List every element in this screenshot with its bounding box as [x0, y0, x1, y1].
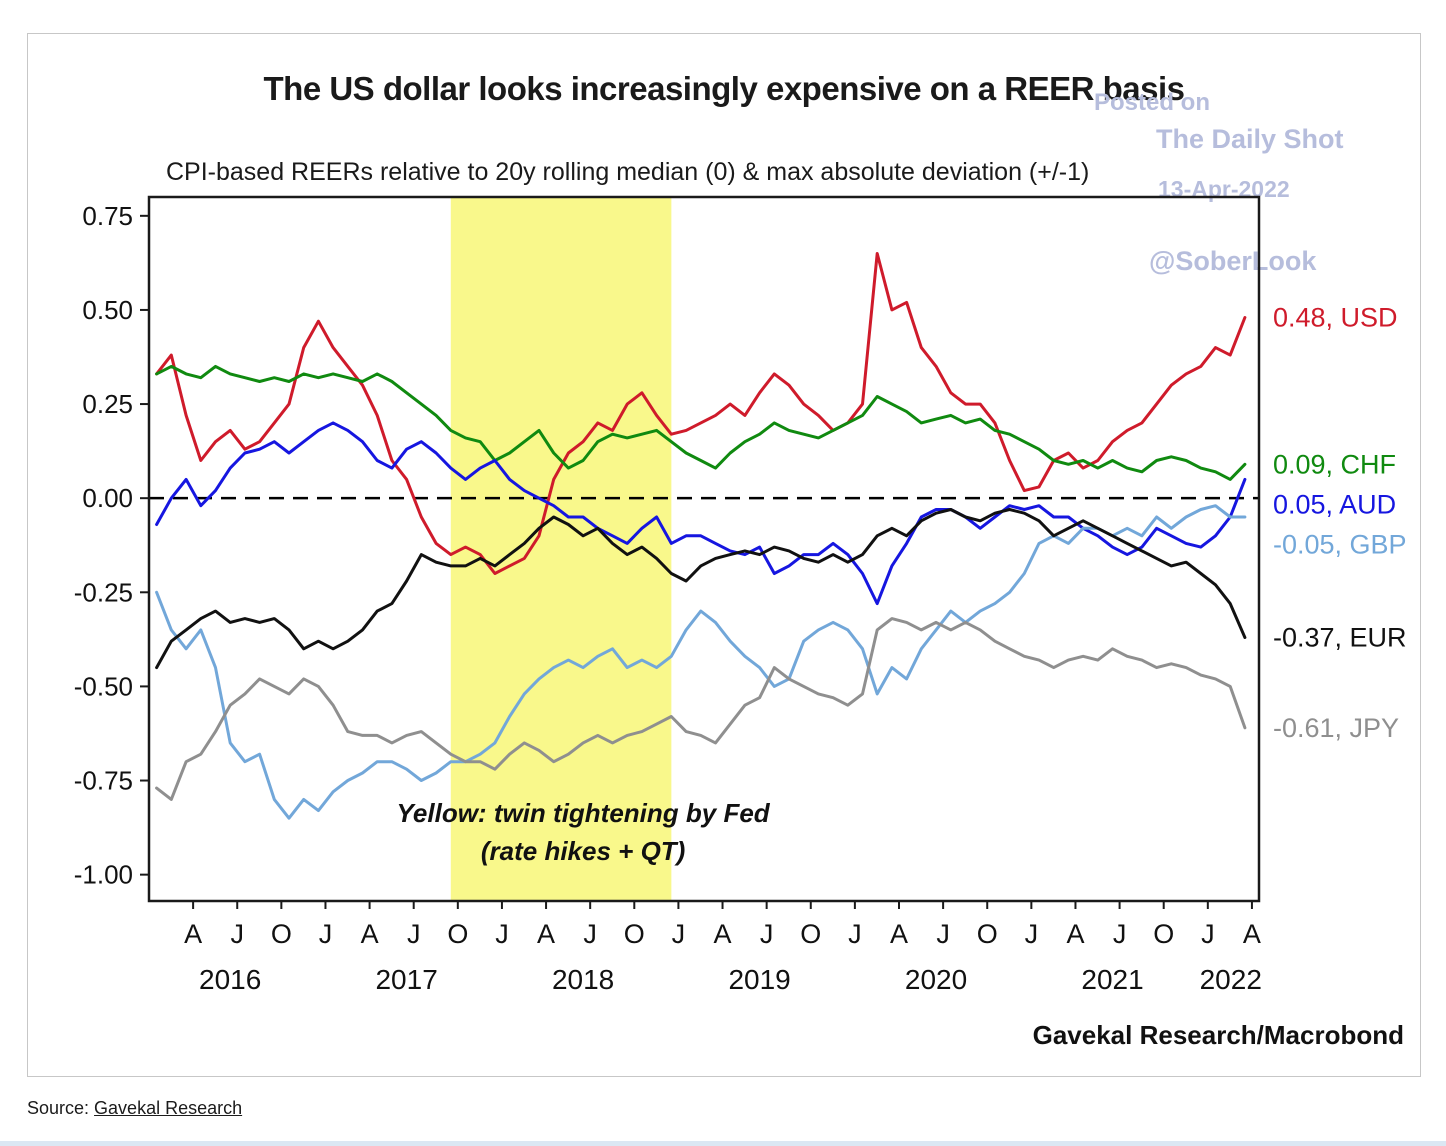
- month-tick-label: O: [447, 919, 468, 949]
- chart-attribution: Gavekal Research/Macrobond: [1032, 1020, 1404, 1050]
- month-tick-label: J: [495, 919, 509, 949]
- y-tick-label: -0.50: [74, 671, 133, 701]
- source-line: Source: Gavekal Research: [27, 1098, 242, 1119]
- y-tick-label: 0.25: [82, 389, 133, 419]
- plot-border: [147, 195, 1261, 903]
- source-link[interactable]: Gavekal Research: [94, 1098, 243, 1118]
- year-tick-label: 2017: [375, 964, 437, 995]
- series-line-JPY: [155, 617, 1247, 801]
- year-tick-label: 2016: [199, 964, 261, 995]
- bottom-divider: [0, 1141, 1446, 1146]
- month-tick-label: A: [714, 919, 732, 949]
- series-line-CHF: [155, 364, 1247, 481]
- series-line-GBP: [155, 504, 1247, 820]
- year-tick-label: 2022: [1200, 964, 1262, 995]
- month-tick-label: O: [977, 919, 998, 949]
- y-tick-label: -0.25: [74, 577, 133, 607]
- y-tick-label: 0.75: [82, 201, 133, 231]
- chart-card: The US dollar looks increasingly expensi…: [27, 33, 1421, 1077]
- year-tick-label: 2018: [552, 964, 614, 995]
- chart-title: The US dollar looks increasingly expensi…: [263, 70, 1186, 107]
- month-tick-label: O: [271, 919, 292, 949]
- reer-line-chart: 0.750.500.250.00-0.25-0.50-0.75-1.00A J O J…: [74, 195, 1407, 995]
- fed-tightening-band: [450, 197, 672, 901]
- series-end-label-JPY: -0.61, JPY: [1273, 713, 1399, 743]
- y-tick-label: 0.50: [82, 295, 133, 325]
- series-line-EUR: [155, 508, 1247, 670]
- y-tick-label: -0.75: [74, 766, 133, 796]
- year-tick-label: 2021: [1081, 964, 1143, 995]
- month-tick-label: A: [1243, 919, 1261, 949]
- series-end-label-USD: 0.48, USD: [1273, 302, 1398, 332]
- month-tick-label: J: [230, 919, 244, 949]
- year-tick-label: 2020: [905, 964, 967, 995]
- source-prefix: Source:: [27, 1098, 95, 1118]
- month-tick-label: J: [1201, 919, 1215, 949]
- series-end-label-GBP: -0.05, GBP: [1273, 529, 1407, 559]
- month-tick-label: A: [361, 919, 379, 949]
- month-tick-label: J: [319, 919, 333, 949]
- month-tick-label: J: [848, 919, 862, 949]
- month-tick-label: O: [624, 919, 645, 949]
- month-tick-label: J: [672, 919, 686, 949]
- series-end-label-EUR: -0.37, EUR: [1273, 622, 1407, 652]
- month-tick-label: O: [1153, 919, 1174, 949]
- band-annotation-line1: Yellow: twin tightening by Fed: [397, 798, 771, 828]
- month-tick-label: O: [800, 919, 821, 949]
- month-tick-label: J: [407, 919, 421, 949]
- month-tick-label: J: [936, 919, 950, 949]
- month-tick-label: J: [760, 919, 774, 949]
- month-tick-label: A: [1066, 919, 1084, 949]
- series-line-USD: [155, 252, 1247, 575]
- series-line-AUD: [155, 421, 1247, 606]
- series-end-label-AUD: 0.05, AUD: [1273, 489, 1396, 519]
- series-end-label-CHF: 0.09, CHF: [1273, 449, 1396, 479]
- y-tick-label: -1.00: [74, 860, 133, 890]
- band-annotation-line2: (rate hikes + QT): [481, 836, 685, 866]
- year-tick-label: 2019: [728, 964, 790, 995]
- chart-subtitle: CPI-based REERs relative to 20y rolling …: [166, 158, 1090, 186]
- month-tick-label: A: [537, 919, 555, 949]
- month-tick-label: J: [1113, 919, 1127, 949]
- y-tick-label: 0.00: [82, 483, 133, 513]
- month-tick-label: J: [583, 919, 597, 949]
- month-tick-label: A: [890, 919, 908, 949]
- month-tick-label: J: [1025, 919, 1039, 949]
- month-tick-label: A: [184, 919, 202, 949]
